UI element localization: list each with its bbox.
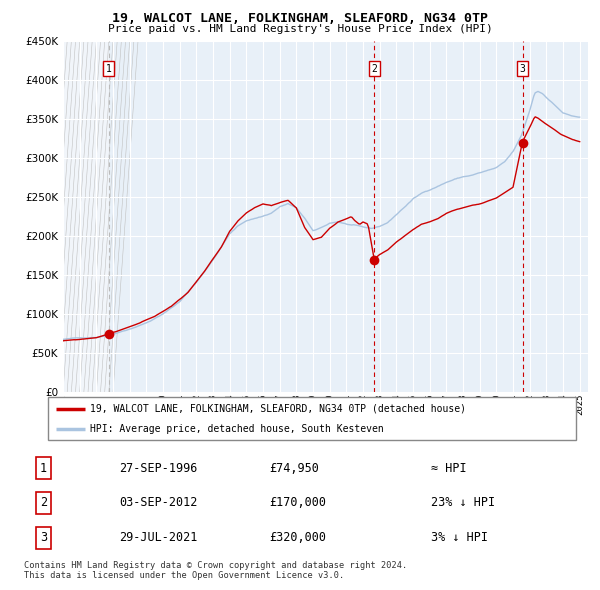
Text: 03-SEP-2012: 03-SEP-2012 bbox=[119, 496, 197, 510]
Text: Contains HM Land Registry data © Crown copyright and database right 2024.
This d: Contains HM Land Registry data © Crown c… bbox=[24, 560, 407, 580]
Text: £320,000: £320,000 bbox=[269, 532, 326, 545]
Text: 3: 3 bbox=[520, 64, 526, 74]
Text: 1: 1 bbox=[40, 461, 47, 474]
Text: 2: 2 bbox=[40, 496, 47, 510]
Text: 27-SEP-1996: 27-SEP-1996 bbox=[119, 461, 197, 474]
Text: 2: 2 bbox=[371, 64, 377, 74]
Text: 23% ↓ HPI: 23% ↓ HPI bbox=[431, 496, 496, 510]
Text: 3% ↓ HPI: 3% ↓ HPI bbox=[431, 532, 488, 545]
Text: 29-JUL-2021: 29-JUL-2021 bbox=[119, 532, 197, 545]
Text: 19, WALCOT LANE, FOLKINGHAM, SLEAFORD, NG34 0TP (detached house): 19, WALCOT LANE, FOLKINGHAM, SLEAFORD, N… bbox=[90, 404, 466, 414]
Text: ≈ HPI: ≈ HPI bbox=[431, 461, 467, 474]
Text: 19, WALCOT LANE, FOLKINGHAM, SLEAFORD, NG34 0TP: 19, WALCOT LANE, FOLKINGHAM, SLEAFORD, N… bbox=[112, 12, 488, 25]
Text: Price paid vs. HM Land Registry's House Price Index (HPI): Price paid vs. HM Land Registry's House … bbox=[107, 24, 493, 34]
Text: £74,950: £74,950 bbox=[269, 461, 319, 474]
Text: HPI: Average price, detached house, South Kesteven: HPI: Average price, detached house, Sout… bbox=[90, 424, 384, 434]
Text: 3: 3 bbox=[40, 532, 47, 545]
Text: 1: 1 bbox=[106, 64, 112, 74]
Text: £170,000: £170,000 bbox=[269, 496, 326, 510]
